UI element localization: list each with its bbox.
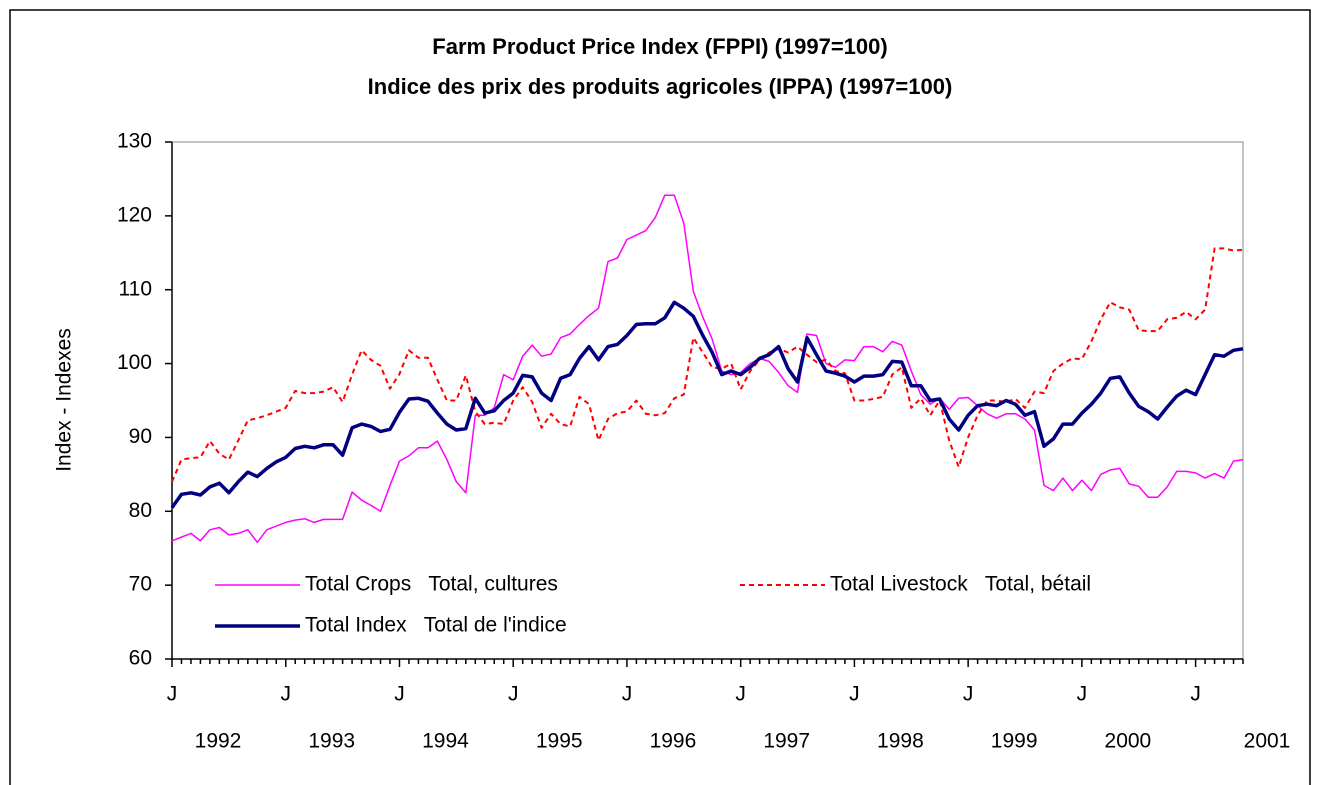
year-label: 1999 xyxy=(991,730,1038,753)
series-line xyxy=(171,247,1244,483)
x-tick-label: J xyxy=(280,683,291,706)
legend-label: Total Crops Total, cultures xyxy=(305,573,558,596)
chart-subtitle: Indice des prix des produits agricoles (… xyxy=(368,74,953,99)
x-tick-label: J xyxy=(849,683,860,706)
y-axis-label: Index - Indexes xyxy=(53,328,76,472)
year-label: 1997 xyxy=(763,730,810,753)
y-tick-label: 110 xyxy=(119,277,152,300)
chart-title: Farm Product Price Index (FPPI) (1997=10… xyxy=(432,34,887,59)
x-tick-label: J xyxy=(1190,683,1201,706)
x-tick-label: J xyxy=(394,683,405,706)
y-tick-label: 100 xyxy=(117,351,152,374)
series-line xyxy=(170,300,1244,509)
year-label: 2001 xyxy=(1244,730,1291,753)
y-tick-label: 130 xyxy=(117,130,152,153)
year-label: 1993 xyxy=(308,730,355,753)
y-tick-label: 60 xyxy=(129,647,152,670)
year-label: 1998 xyxy=(877,730,924,753)
y-tick-label: 70 xyxy=(129,573,152,596)
x-tick-label: J xyxy=(622,683,633,706)
year-label: 1994 xyxy=(422,730,469,753)
year-label: 2000 xyxy=(1105,730,1152,753)
x-tick-label: J xyxy=(963,683,974,706)
x-tick-label: J xyxy=(1077,683,1088,706)
x-tick-label: J xyxy=(508,683,519,706)
legend-label: Total Index Total de l'indice xyxy=(305,614,567,637)
y-tick-label: 90 xyxy=(129,425,152,448)
x-tick-label: J xyxy=(735,683,746,706)
year-label: 1996 xyxy=(650,730,697,753)
series-line xyxy=(171,194,1244,544)
year-label: 1992 xyxy=(195,730,242,753)
legend-label: Total Livestock Total, bétail xyxy=(830,573,1091,596)
y-tick-label: 120 xyxy=(117,203,152,226)
year-label: 1995 xyxy=(536,730,583,753)
y-tick-label: 80 xyxy=(129,499,152,522)
chart-frame xyxy=(9,9,1311,785)
x-tick-label: J xyxy=(167,683,178,706)
